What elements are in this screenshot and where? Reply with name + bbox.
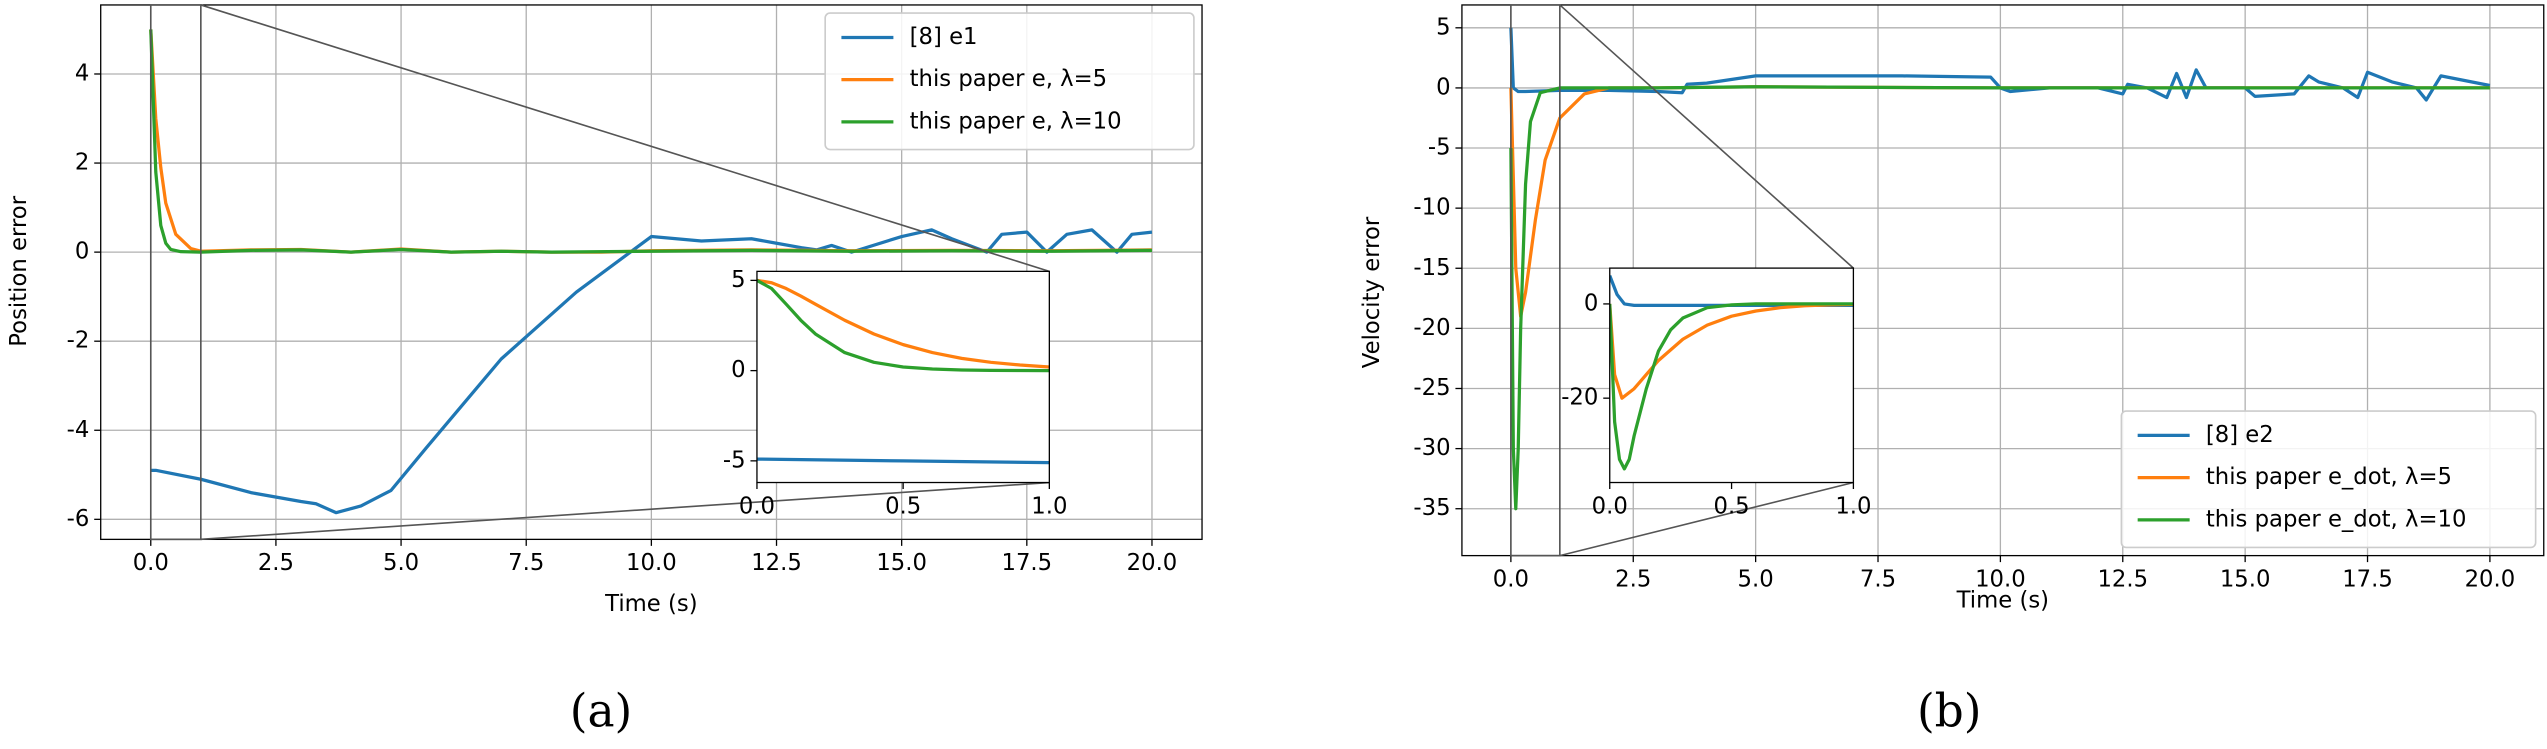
line-series [1609,302,1854,471]
x-tick-label: 0.0 [133,550,169,576]
line-series [1509,85,2490,511]
zoom-connector [200,4,1050,273]
x-tick-label: 15.0 [2220,566,2271,592]
plot-area [1609,275,1854,471]
zoom-box [1510,4,1561,557]
legend-label: this paper e, λ=10 [910,108,1122,134]
y-tick-label: 2 [75,150,89,176]
y-tick-label: -10 [1413,195,1450,221]
line-series [756,457,1050,465]
y-tick-label: 0 [1584,290,1598,316]
x-axis-label: Time (s) [604,591,697,617]
plot-area [149,29,1153,515]
line-series [756,278,1050,369]
legend: [8] e1 this paper e, λ=5 this paper e, λ=1… [824,12,1195,151]
y-tick-label: -35 [1413,495,1450,521]
x-tick-label: 7.5 [1860,566,1896,592]
legend-label: [8] e1 [910,24,978,50]
zoom-connector [1559,4,1854,269]
x-tick-label: 7.5 [508,550,544,576]
y-tick-label: 0 [731,357,745,383]
legend-label: this paper e_dot, λ=5 [2206,464,2452,490]
x-tick-label: 15.0 [876,550,927,576]
x-tick-label: 0.0 [739,493,775,519]
plot-area [1509,27,2491,511]
legend-label: this paper e_dot, λ=10 [2206,506,2467,532]
zoom-box [149,4,202,541]
x-tick-label: 10.0 [626,550,677,576]
legend-frame [2120,410,2537,549]
x-tick-label: 0.5 [1713,493,1749,519]
plot-area [756,278,1050,465]
axes: 0.0 0.5 1.0 -5 0 5 [723,267,1068,520]
y-tick-label: -6 [67,506,90,532]
x-tick-label: 1.0 [1835,493,1871,519]
y-tick-label: -25 [1413,375,1450,401]
x-tick-label: 17.5 [2342,566,2393,592]
line-series [756,278,1050,373]
y-axis-label: Velocity error [1359,216,1385,368]
axes-frame [1609,267,1855,484]
x-tick-label: 12.5 [751,550,802,576]
x-tick-label: 0.0 [1592,493,1628,519]
legend-frame [824,12,1195,151]
zoom-connector [1559,481,1854,557]
caption: (a) [570,684,633,737]
y-tick-label: -2 [67,328,90,354]
y-tick-label: -20 [1413,315,1450,341]
y-tick-label: -20 [1561,385,1598,411]
x-tick-label: 0.5 [885,493,921,519]
zoom-connector [200,481,1050,541]
zoom-indicator [149,4,1050,541]
x-tick-label: 10.0 [1975,566,2026,592]
y-axis-label: Position error [6,195,32,346]
x-tick-label: 20.0 [1127,550,1178,576]
legend: [8] e2 this paper e_dot, λ=5 this paper e_… [2120,410,2537,549]
x-tick-label: 2.5 [258,550,294,576]
y-tick-label: -5 [1428,135,1451,161]
axes: 0.0 0.5 1.0 -20 0 [1561,267,1871,519]
y-tick-label: -30 [1413,435,1450,461]
axes-frame [756,270,1050,484]
line-series [149,29,1152,254]
y-tick-label: -5 [723,447,746,473]
x-tick-label: 5.0 [383,550,419,576]
x-axis-label: Time (s) [1956,588,2049,614]
caption: (b) [1917,684,1982,737]
line-series [1609,302,1854,400]
y-tick-label: -4 [67,417,90,443]
line-series [1509,27,2491,102]
y-tick-label: -15 [1413,255,1450,281]
x-tick-label: 17.5 [1002,550,1053,576]
x-tick-label: 0.0 [1493,566,1529,592]
x-tick-label: 5.0 [1738,566,1774,592]
x-tick-label: 2.5 [1615,566,1651,592]
legend-label: [8] e2 [2206,422,2274,448]
axes-frame [1461,4,2545,557]
y-tick-label: 0 [1436,74,1450,100]
y-tick-label: 5 [1436,14,1450,40]
y-tick-label: 0 [75,239,89,265]
legend-label: this paper e, λ=5 [910,66,1107,92]
y-tick-label: 4 [75,60,89,86]
x-tick-label: 12.5 [2097,566,2148,592]
zoom-indicator [1510,4,1854,557]
axes-frame [100,4,1203,541]
line-series [150,228,1153,515]
x-tick-label: 1.0 [1031,493,1067,519]
axes-background [756,271,1050,483]
x-tick-label: 20.0 [2465,566,2516,592]
y-tick-label: 5 [731,267,745,293]
